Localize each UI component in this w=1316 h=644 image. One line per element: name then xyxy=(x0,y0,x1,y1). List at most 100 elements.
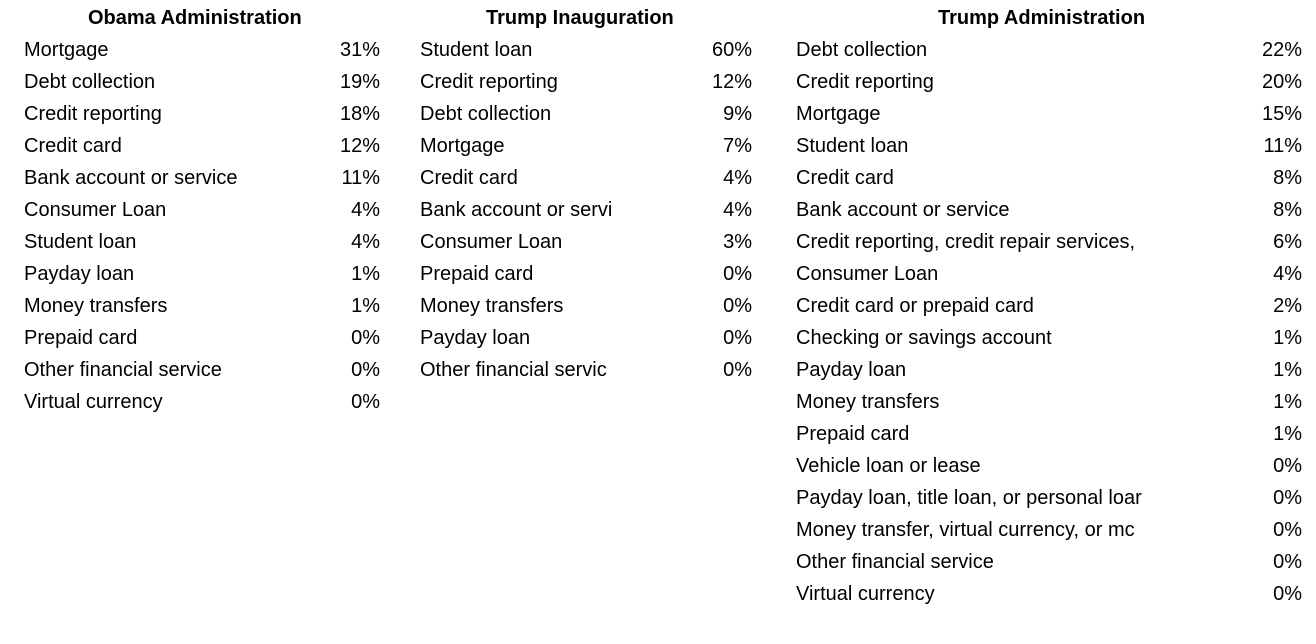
table-row: Prepaid card 1% xyxy=(796,418,1302,450)
table-row: Money transfers 1% xyxy=(24,290,380,322)
table-row: Payday loan 1% xyxy=(24,258,380,290)
row-value: 0% xyxy=(351,391,380,413)
row-value: 1% xyxy=(1273,391,1302,413)
table-row: Bank account or service 11% xyxy=(24,162,380,194)
table-row: Payday loan 1% xyxy=(796,354,1302,386)
row-label: Payday loan xyxy=(420,327,531,349)
table-row: Mortgage 7% xyxy=(420,130,752,162)
row-value: 8% xyxy=(1273,167,1302,189)
row-value: 0% xyxy=(723,263,752,285)
table-row: Virtual currency 0% xyxy=(24,386,380,418)
row-value: 0% xyxy=(351,359,380,381)
row-label: Mortgage xyxy=(420,135,505,157)
row-value: 12% xyxy=(339,135,380,157)
row-value: 11% xyxy=(341,167,380,189)
table-row: Money transfers 1% xyxy=(796,386,1302,418)
row-value: 8% xyxy=(1273,199,1302,221)
row-label: Bank account or service xyxy=(796,199,1010,221)
row-label: Virtual currency xyxy=(24,391,163,413)
row-value: 12% xyxy=(711,71,752,93)
row-value: 4% xyxy=(1273,263,1302,285)
table-row: Other financial service 0% xyxy=(24,354,380,386)
table-row: Student loan 4% xyxy=(24,226,380,258)
row-label: Prepaid card xyxy=(24,327,138,349)
table-row: Payday loan, title loan, or personal loa… xyxy=(796,482,1302,514)
table-row: Bank account or servi 4% xyxy=(420,194,752,226)
row-value: 1% xyxy=(351,263,380,285)
table-row: Debt collection 22% xyxy=(796,34,1302,66)
row-label: Money transfers xyxy=(420,295,564,317)
row-value: 3% xyxy=(723,231,752,253)
panel-rows: Mortgage 31% Debt collection 19% Credit repo… xyxy=(24,34,380,418)
row-value: 0% xyxy=(1273,519,1302,541)
row-label: Credit reporting xyxy=(24,103,162,125)
row-value: 6% xyxy=(1273,231,1302,253)
table-row: Debt collection 19% xyxy=(24,66,380,98)
table-row: Vehicle loan or lease 0% xyxy=(796,450,1302,482)
row-value: 31% xyxy=(339,39,380,61)
row-label: Other financial service xyxy=(796,551,994,573)
row-label: Credit reporting, credit repair services… xyxy=(796,231,1136,253)
row-label: Credit reporting xyxy=(420,71,558,93)
row-label: Credit card or prepaid card xyxy=(796,295,1034,317)
row-label: Consumer Loan xyxy=(24,199,167,221)
row-label: Payday loan, title loan, or personal loa… xyxy=(796,487,1142,509)
table-row: Credit reporting 20% xyxy=(796,66,1302,98)
row-value: 0% xyxy=(1273,583,1302,605)
row-label: Student loan xyxy=(796,135,909,157)
row-value: 60% xyxy=(711,39,752,61)
row-label: Credit reporting xyxy=(796,71,934,93)
row-label: Credit card xyxy=(420,167,518,189)
table-row: Virtual currency 0% xyxy=(796,578,1302,610)
row-value: 0% xyxy=(1273,551,1302,573)
row-label: Student loan xyxy=(420,39,533,61)
row-value: 1% xyxy=(351,295,380,317)
row-label: Consumer Loan xyxy=(420,231,563,253)
panel-title: Trump Inauguration xyxy=(486,7,674,29)
row-label: Debt collection xyxy=(24,71,156,93)
table-row: Credit card or prepaid card 2% xyxy=(796,290,1302,322)
table-row: Credit reporting 18% xyxy=(24,98,380,130)
row-label: Payday loan xyxy=(24,263,135,285)
row-label: Debt collection xyxy=(420,103,552,125)
row-label: Other financial servic xyxy=(420,359,607,381)
table-row: Credit reporting 12% xyxy=(420,66,752,98)
row-value: 1% xyxy=(1273,327,1302,349)
row-label: Bank account or servi xyxy=(420,199,613,221)
table-row: Credit reporting, credit repair services… xyxy=(796,226,1302,258)
row-value: 4% xyxy=(723,167,752,189)
row-label: Vehicle loan or lease xyxy=(796,455,981,477)
row-label: Money transfers xyxy=(796,391,940,413)
table-row: Other financial service 0% xyxy=(796,546,1302,578)
row-label: Prepaid card xyxy=(420,263,534,285)
row-label: Money transfers xyxy=(24,295,168,317)
table-row: Consumer Loan 4% xyxy=(24,194,380,226)
row-label: Student loan xyxy=(24,231,137,253)
table-row: Payday loan 0% xyxy=(420,322,752,354)
table-row: Mortgage 15% xyxy=(796,98,1302,130)
table-row: Debt collection 9% xyxy=(420,98,752,130)
row-value: 4% xyxy=(723,199,752,221)
table-row: Other financial servic 0% xyxy=(420,354,752,386)
table-row: Prepaid card 0% xyxy=(24,322,380,354)
row-value: 22% xyxy=(1261,39,1302,61)
row-label: Payday loan xyxy=(796,359,907,381)
row-label: Credit card xyxy=(796,167,894,189)
row-value: 0% xyxy=(1273,487,1302,509)
panel-rows: Student loan 60% Credit reporting 12% Debt c… xyxy=(420,34,752,386)
panel-rows: Debt collection 22% Credit reporting 20% Mor… xyxy=(796,34,1302,610)
row-label: Mortgage xyxy=(24,39,109,61)
row-value: 20% xyxy=(1261,71,1302,93)
row-value: 9% xyxy=(723,103,752,125)
row-label: Debt collection xyxy=(796,39,928,61)
row-value: 15% xyxy=(1261,103,1302,125)
row-value: 19% xyxy=(339,71,380,93)
row-value: 0% xyxy=(723,295,752,317)
row-value: 4% xyxy=(351,199,380,221)
table-row: Consumer Loan 3% xyxy=(420,226,752,258)
row-value: 0% xyxy=(1273,455,1302,477)
table-row: Money transfer, virtual currency, or mc 0… xyxy=(796,514,1302,546)
table-row: Consumer Loan 4% xyxy=(796,258,1302,290)
row-label: Bank account or service xyxy=(24,167,238,189)
table-row: Prepaid card 0% xyxy=(420,258,752,290)
